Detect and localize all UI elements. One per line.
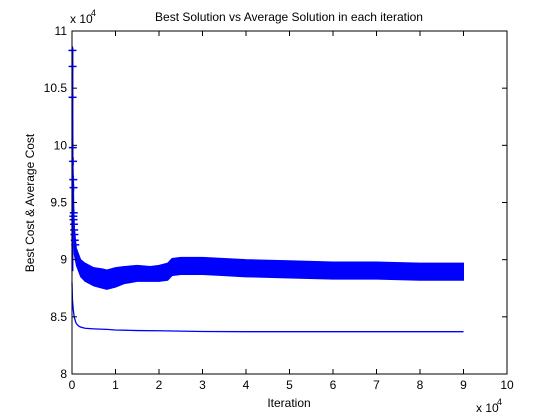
x-axis-label: Iteration (267, 396, 310, 410)
y-tick-label: 9.5 (50, 196, 67, 210)
average-cost-marker (68, 62, 77, 71)
y-exponent-power: 4 (91, 8, 96, 18)
average-cost-line (71, 48, 464, 290)
y-tick-label: 10.5 (44, 81, 68, 95)
x-exponent-power: 4 (497, 397, 502, 407)
x-tick-label: 8 (417, 378, 424, 392)
x-tick-label: 1 (112, 378, 119, 392)
chart-title: Best Solution vs Average Solution in eac… (155, 10, 423, 24)
average-cost-marker (69, 183, 78, 192)
axes-box (71, 30, 508, 375)
plot-area (68, 46, 464, 333)
y-tick-label: 9 (60, 253, 67, 267)
average-cost-marker (68, 93, 77, 102)
axis-ticks: 0 1 2 3 4 5 6 7 8 9 10 8 8.5 9 9.5 10 10.5 11 (44, 24, 514, 392)
x-tick-label: 7 (373, 378, 380, 392)
average-cost-marker (69, 157, 78, 166)
x-tick-label: 9 (460, 378, 467, 392)
x-exponent-label: x 10 4 (476, 397, 502, 415)
x-tick-label: 3 (199, 378, 206, 392)
x-tick-label: 5 (286, 378, 293, 392)
x-tick-label: 0 (69, 378, 76, 392)
best-cost-line (71, 282, 464, 333)
x-exponent-base: x 10 (476, 401, 499, 415)
average-cost-marker (71, 240, 80, 249)
x-tick-label: 4 (243, 378, 250, 392)
y-tick-label: 8 (60, 367, 67, 381)
x-tick-label: 2 (156, 378, 163, 392)
y-exponent-base: x 10 (70, 12, 93, 26)
y-exponent-label: x 10 4 (70, 8, 96, 26)
x-tick-label: 6 (330, 378, 337, 392)
y-tick-label: 11 (55, 24, 68, 38)
y-tick-label: 8.5 (50, 310, 67, 324)
y-axis-label: Best Cost & Average Cost (23, 133, 37, 272)
y-tick-label: 10 (54, 138, 68, 152)
x-tick-label: 10 (500, 378, 514, 392)
average-cost-marker (69, 175, 78, 184)
